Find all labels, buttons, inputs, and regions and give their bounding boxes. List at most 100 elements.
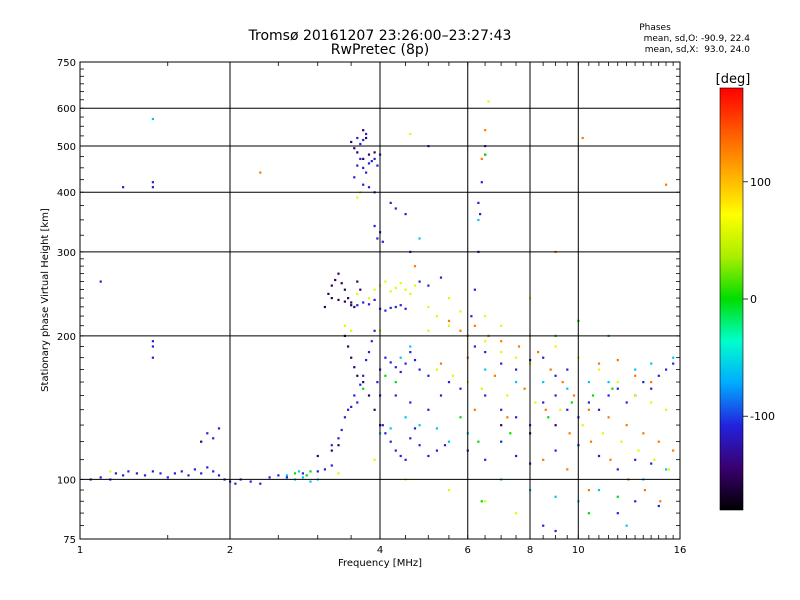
data-point xyxy=(404,307,407,310)
data-point xyxy=(389,427,392,430)
data-point xyxy=(347,345,350,348)
data-point xyxy=(353,366,356,369)
data-point xyxy=(554,394,557,397)
data-point xyxy=(439,362,443,365)
colorbar-tick-label: 0 xyxy=(750,293,757,306)
data-point xyxy=(616,468,619,471)
data-point xyxy=(404,213,407,216)
data-point xyxy=(500,351,503,354)
data-point xyxy=(672,356,675,359)
data-point xyxy=(334,278,337,282)
data-point xyxy=(597,489,601,492)
data-point xyxy=(356,196,359,199)
data-point xyxy=(509,432,512,435)
data-point xyxy=(616,381,619,384)
data-point xyxy=(625,524,628,527)
data-point xyxy=(634,394,637,397)
y-tick-label: 750 xyxy=(57,58,76,69)
data-point xyxy=(409,401,412,404)
data-point xyxy=(484,153,487,156)
colorbar-tick-label: 100 xyxy=(750,176,771,189)
x-tick-label: 4 xyxy=(377,545,383,556)
data-point xyxy=(362,183,365,186)
data-point xyxy=(316,470,319,473)
data-point xyxy=(389,361,392,364)
data-point xyxy=(356,280,359,283)
data-point xyxy=(343,288,346,291)
data-point xyxy=(384,374,387,377)
data-point xyxy=(587,512,590,515)
data-point xyxy=(650,401,653,404)
data-point xyxy=(394,286,397,290)
data-point xyxy=(435,449,438,452)
data-point xyxy=(337,298,340,301)
data-point xyxy=(447,319,451,322)
data-point xyxy=(122,474,125,477)
data-point xyxy=(249,480,252,483)
data-point xyxy=(566,408,569,411)
data-point xyxy=(443,444,447,447)
data-point xyxy=(362,157,365,160)
data-point xyxy=(625,401,628,404)
data-point xyxy=(309,470,312,473)
data-point xyxy=(435,315,438,318)
data-point xyxy=(568,432,571,435)
data-point xyxy=(293,472,297,475)
data-point xyxy=(394,449,397,452)
data-point xyxy=(451,374,454,377)
y-axis-label: Stationary phase Virtual Height [km] xyxy=(40,208,51,392)
data-point xyxy=(597,454,601,458)
data-point xyxy=(480,500,483,503)
data-point xyxy=(665,183,668,186)
data-point xyxy=(601,432,604,435)
data-point xyxy=(544,408,547,411)
data-point xyxy=(122,186,125,189)
data-point xyxy=(404,416,407,419)
data-point xyxy=(413,427,417,430)
data-point xyxy=(616,387,619,390)
data-point xyxy=(399,282,402,285)
data-point xyxy=(484,458,487,461)
data-point xyxy=(200,440,203,443)
data-point xyxy=(620,440,623,443)
data-point xyxy=(650,387,653,390)
data-point xyxy=(373,329,376,332)
chart-title: Tromsø 20161207 23:26:00–23:27:43 xyxy=(248,28,512,44)
data-point xyxy=(151,186,154,189)
data-point xyxy=(305,474,308,477)
data-point xyxy=(589,440,593,443)
data-point xyxy=(484,129,487,132)
data-point xyxy=(362,387,365,390)
data-point xyxy=(399,454,402,458)
data-point xyxy=(212,437,215,440)
x-tick-label: 6 xyxy=(465,545,471,556)
data-point xyxy=(109,470,112,473)
data-point xyxy=(427,284,430,287)
data-point xyxy=(373,408,376,411)
phases-heading: Phases xyxy=(639,23,671,33)
data-point xyxy=(99,280,102,283)
data-point xyxy=(373,151,376,154)
data-point xyxy=(549,368,552,371)
data-point xyxy=(330,449,333,452)
data-point xyxy=(370,160,373,163)
data-point xyxy=(409,345,412,348)
data-point xyxy=(542,458,545,461)
data-point xyxy=(484,315,487,318)
data-point xyxy=(477,440,480,443)
data-point xyxy=(523,387,526,390)
data-point xyxy=(337,272,340,275)
x-tick-label: 2 xyxy=(227,545,233,556)
data-point xyxy=(365,171,368,174)
data-point xyxy=(301,476,304,479)
data-point xyxy=(459,387,462,390)
data-point xyxy=(381,240,384,243)
data-point xyxy=(607,416,610,419)
data-point xyxy=(427,329,430,332)
data-point xyxy=(151,356,154,359)
colorbar-tick-label: -100 xyxy=(750,410,775,423)
data-point xyxy=(480,387,483,390)
data-point xyxy=(384,432,387,435)
data-point xyxy=(353,394,356,397)
data-point xyxy=(480,157,483,160)
